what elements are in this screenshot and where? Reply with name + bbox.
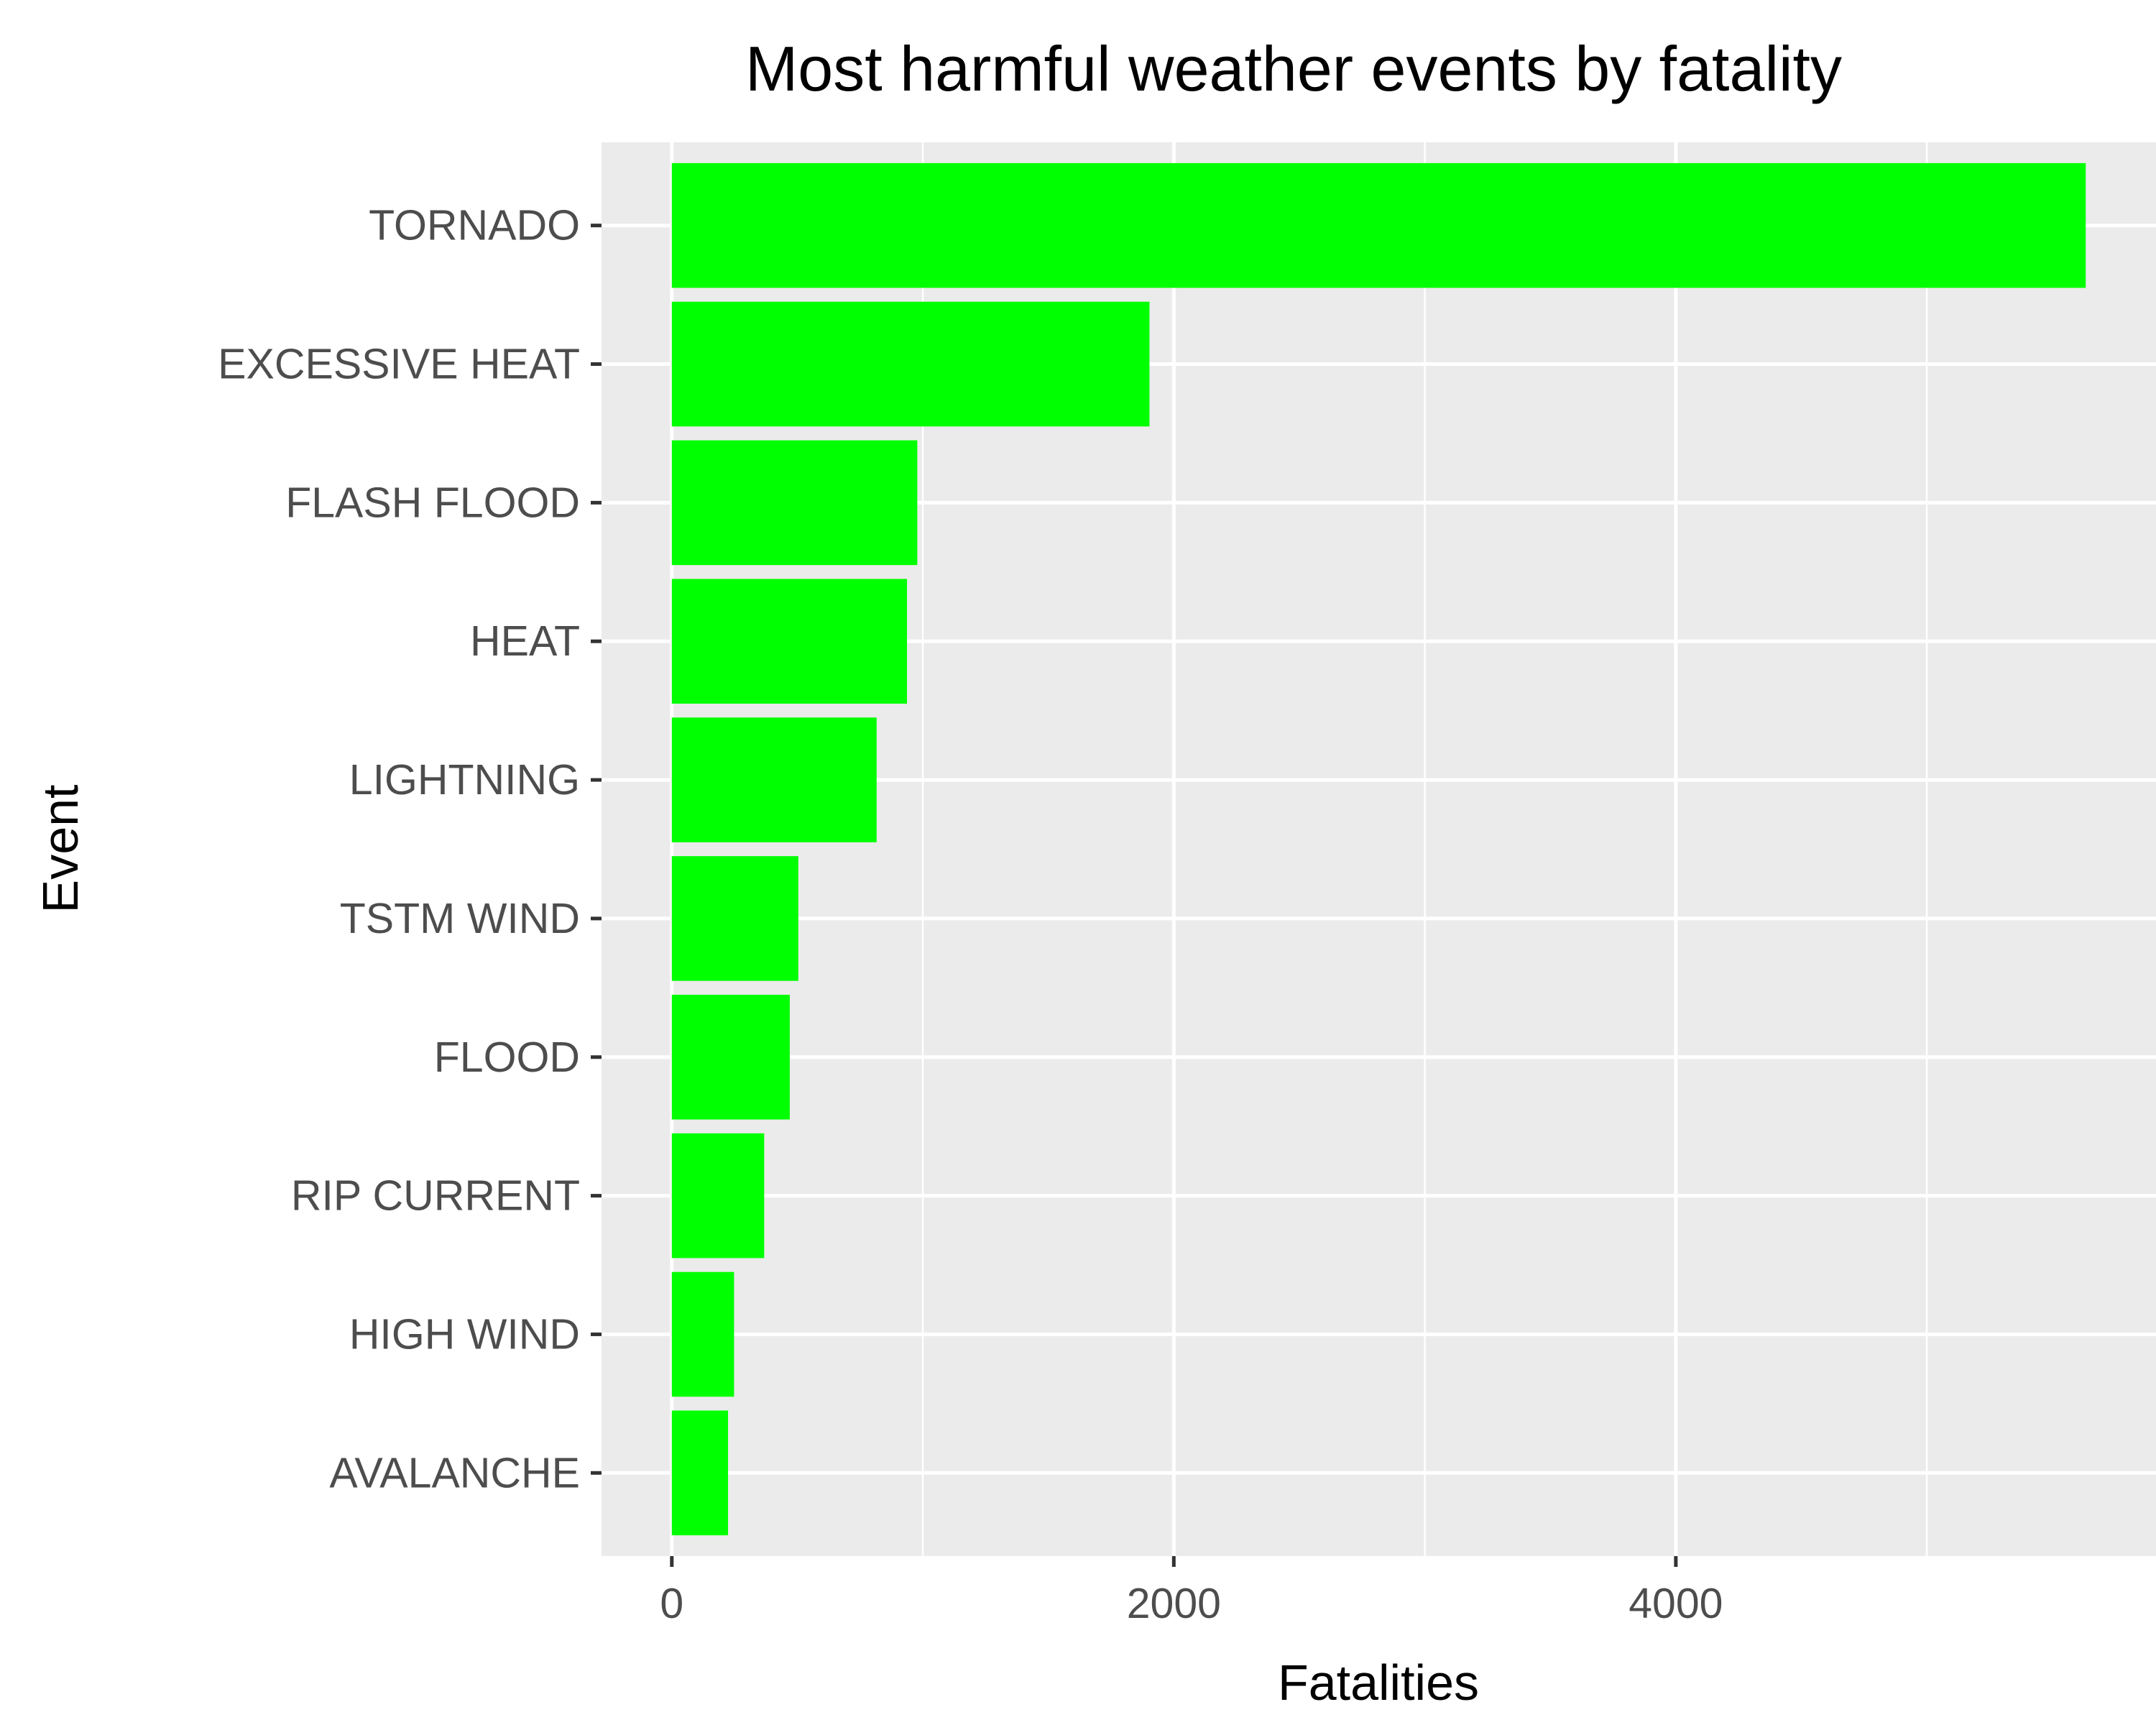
bar-excessive-heat xyxy=(671,301,1150,427)
bar-avalanche xyxy=(671,1410,729,1536)
bar-heat xyxy=(671,579,908,704)
y-tick-label: RIP CURRENT xyxy=(291,1172,580,1220)
bar-high-wind xyxy=(671,1271,734,1397)
x-tick-label: 0 xyxy=(660,1580,683,1627)
x-axis: 0 2000 4000 xyxy=(660,1556,1723,1627)
bar-tstm-wind xyxy=(671,856,798,981)
chart-title: Most harmful weather events by fatality xyxy=(745,33,1842,104)
bar-tornado xyxy=(671,162,2086,288)
y-tick-label: TORNADO xyxy=(369,202,580,249)
x-axis-title: Fatalities xyxy=(1278,1655,1479,1711)
bar-flash-flood xyxy=(671,440,918,566)
bar-flood xyxy=(671,994,790,1120)
y-tick-label: TSTM WIND xyxy=(340,895,580,942)
y-tick-label: AVALANCHE xyxy=(329,1449,580,1496)
y-tick-label: HEAT xyxy=(470,617,580,665)
y-tick-label: HIGH WIND xyxy=(349,1310,580,1358)
bars xyxy=(671,162,2086,1536)
y-tick-label: EXCESSIVE HEAT xyxy=(218,341,580,388)
y-tick-label: FLOOD xyxy=(434,1034,580,1081)
x-tick-label: 4000 xyxy=(1628,1580,1723,1627)
bar-rip-current xyxy=(671,1133,765,1259)
y-tick-label: FLASH FLOOD xyxy=(285,479,580,526)
y-tick-label: LIGHTNING xyxy=(349,756,580,804)
y-axis: TORNADO EXCESSIVE HEAT FLASH FLOOD HEAT LIGH… xyxy=(218,202,602,1496)
y-axis-title: Event xyxy=(32,785,88,914)
x-tick-label: 2000 xyxy=(1127,1580,1221,1627)
bar-lightning xyxy=(671,717,877,842)
